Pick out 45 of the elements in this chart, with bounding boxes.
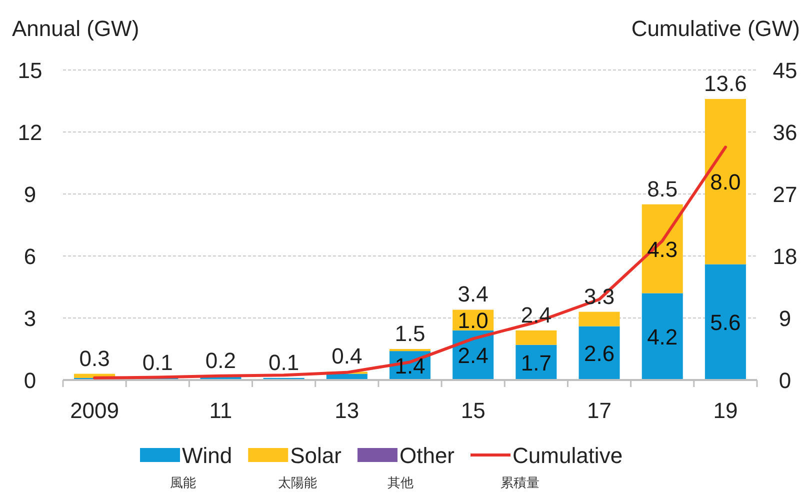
- y-axis-title: Annual (GW): [12, 16, 140, 41]
- text: 累積量: [500, 475, 540, 490]
- y2-tick-label: 45: [772, 58, 798, 83]
- data-label: 8.0: [710, 170, 741, 195]
- data-label: 1.7: [520, 350, 552, 376]
- total-label: 0.1: [268, 350, 300, 375]
- legend-label: Cumulative: [512, 443, 623, 468]
- total-label: 13.6: [704, 70, 747, 96]
- total-label: 3.4: [458, 282, 488, 307]
- text: 太陽能: [278, 475, 318, 490]
- data-label: 1.0: [458, 308, 488, 334]
- data-label: 2.6: [584, 341, 615, 366]
- y-tick-label: 9: [24, 182, 36, 207]
- total-label: 0.3: [79, 346, 110, 371]
- y2-axis-title: Cumulative (GW): [631, 16, 800, 41]
- y-tick-label: 12: [18, 120, 42, 145]
- y2-tick-label: 18: [772, 244, 798, 269]
- total-label: 8.5: [647, 176, 678, 202]
- x-tick-label: 2009: [70, 398, 120, 423]
- legend-label: Wind: [182, 443, 232, 468]
- total-label: 2.4: [520, 302, 552, 328]
- legend-label: Solar: [290, 443, 342, 468]
- y2-tick-label: 27: [772, 182, 798, 207]
- y-tick-label: 6: [24, 244, 36, 269]
- x-tick-label: 13: [334, 398, 360, 423]
- total-label: 0.4: [332, 344, 362, 369]
- legend-label: Other: [399, 443, 455, 468]
- x-tick-label: 17: [587, 398, 612, 423]
- y-tick-label: 15: [18, 58, 42, 83]
- y2-tick-label: 0: [778, 368, 792, 393]
- data-label: 5.6: [710, 310, 741, 336]
- x-tick-label: 11: [209, 398, 232, 423]
- total-label: 1.5: [394, 321, 426, 346]
- x-tick-label: 15: [460, 398, 486, 423]
- x-tick-label: 19: [713, 398, 738, 423]
- data-label: 2.4: [458, 343, 488, 368]
- text: 風能: [170, 475, 196, 490]
- y2-tick-label: 36: [772, 120, 798, 145]
- total-label: 0.1: [142, 350, 173, 375]
- total-label: 0.2: [205, 348, 236, 373]
- y2-tick-label: 9: [778, 306, 792, 331]
- y-tick-label: 3: [24, 306, 36, 331]
- y-tick-label: 0: [24, 368, 36, 393]
- data-label: 4.2: [647, 324, 678, 350]
- text: 其他: [387, 475, 414, 490]
